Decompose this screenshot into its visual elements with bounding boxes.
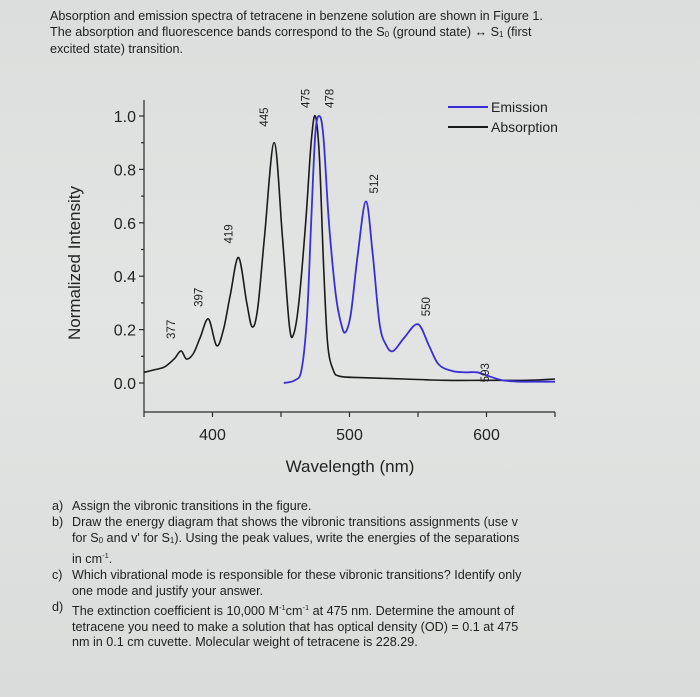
x-tick-labels: 400 500 600 [199, 427, 500, 444]
chart-axes [139, 100, 556, 417]
peak-label: 512 [369, 174, 381, 193]
y-tick-label: 0.0 [114, 376, 136, 393]
peak-label: 550 [421, 297, 433, 316]
intro-line-3: excited state) transition. [50, 42, 183, 56]
y-tick-label: 0.4 [114, 269, 136, 286]
peak-label: 475 [300, 89, 312, 108]
y-tick-label: 1.0 [114, 109, 136, 126]
problem-intro: Absorption and emission spectra of tetra… [50, 9, 660, 58]
peak-label: 593 [480, 363, 492, 382]
legend-absorption-label: Absorption [491, 119, 558, 135]
y-tick-label: 0.8 [114, 162, 136, 179]
question-a: a) Assign the vibronic transitions in th… [52, 499, 312, 513]
question-c: c) Which vibrational mode is responsible… [52, 568, 522, 598]
peak-label: 397 [193, 288, 205, 307]
peak-label: 419 [224, 224, 236, 243]
question-list: a) Assign the vibronic transitions in th… [52, 499, 652, 651]
peak-labels: 377 397 419 445 475 478 512 550 593 [166, 89, 492, 383]
x-tick-label: 600 [473, 427, 500, 444]
question-d: d) The extinction coefficient is 10,000 … [52, 599, 519, 650]
peak-label: 445 [259, 108, 271, 127]
y-tick-labels: 0.0 0.2 0.4 0.6 0.8 1.0 [114, 109, 136, 393]
legend: Emission Absorption [448, 99, 558, 135]
y-tick-label: 0.6 [114, 216, 136, 233]
emission-curve [283, 115, 555, 384]
x-tick-label: 400 [199, 427, 226, 444]
x-tick-label: 500 [336, 427, 363, 444]
intro-line-1: Absorption and emission spectra of tetra… [50, 9, 543, 23]
peak-label: 377 [166, 320, 178, 339]
spectra-chart: 0.0 0.2 0.4 0.6 0.8 1.0 400 500 600 377 397 419 44… [65, 89, 558, 476]
y-axis-label: Normalized Intensity [65, 185, 84, 340]
x-axis-label: Wavelength (nm) [286, 457, 415, 476]
question-b: b) Draw the energy diagram that shows th… [52, 514, 520, 567]
y-tick-label: 0.2 [114, 323, 136, 340]
legend-emission-label: Emission [491, 99, 548, 115]
peak-label: 478 [324, 89, 336, 108]
intro-line-2: The absorption and fluorescence bands co… [50, 24, 532, 39]
absorption-curve [143, 114, 556, 382]
